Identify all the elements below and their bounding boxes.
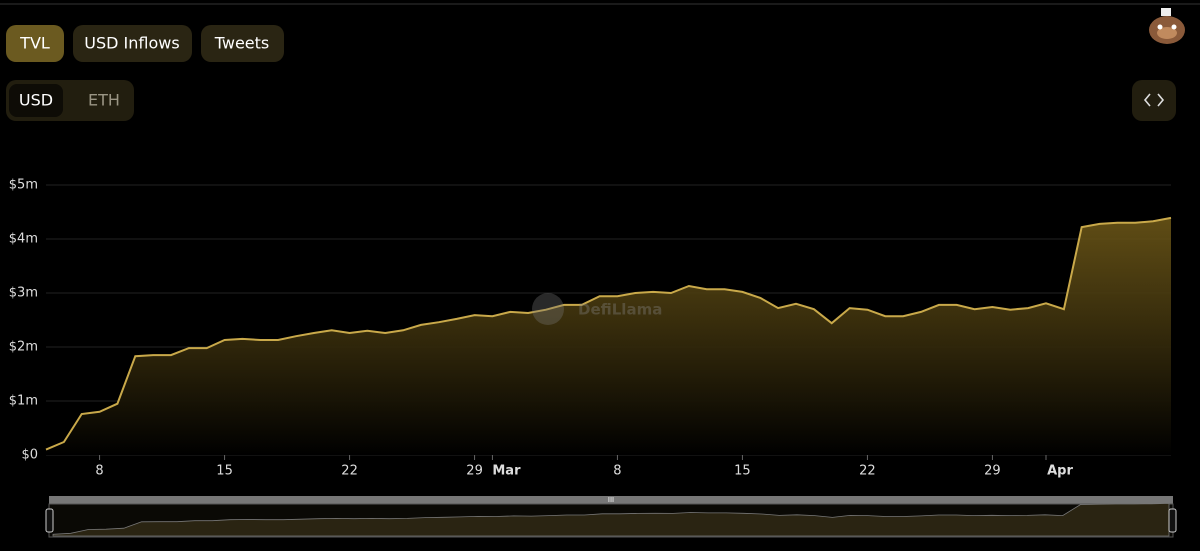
navigator-bar[interactable] xyxy=(49,496,1173,504)
navigator xyxy=(52,502,1170,537)
toggle-label: USD xyxy=(19,91,53,110)
x-tick-label: 15 xyxy=(734,464,751,479)
x-tick-label: 29 xyxy=(466,464,483,479)
embed-icon xyxy=(1143,93,1165,107)
navigator-handle[interactable] xyxy=(45,508,54,533)
toggle-usd[interactable] xyxy=(9,84,63,117)
x-tick-label: 22 xyxy=(341,464,358,479)
embed-button[interactable] xyxy=(1132,80,1176,121)
x-tick-label: 22 xyxy=(859,464,876,479)
x-tick-label: Mar xyxy=(492,464,521,479)
y-tick-label: $5m xyxy=(9,178,38,193)
plot: $0 $1m $2m $3m $4m $5m 8 15 22 29 Mar 8 15 22 29 Apr xyxy=(9,178,1172,479)
y-tick-label: $3m xyxy=(9,286,38,301)
line xyxy=(45,216,1172,451)
area-fill xyxy=(46,217,1171,455)
navigator-grip: III xyxy=(608,496,614,504)
tab-usd-inflows[interactable] xyxy=(73,25,192,62)
watermark: DefiLlama xyxy=(532,293,662,325)
navigator-handle[interactable] xyxy=(1168,508,1177,533)
tab-label: TVL xyxy=(19,34,50,53)
x-tick-label: 29 xyxy=(984,464,1001,479)
tab-tweets[interactable] xyxy=(201,25,284,62)
x-tick-label: 15 xyxy=(216,464,233,479)
y-tick-label: $2m xyxy=(9,340,38,355)
x-tick-label: Apr xyxy=(1047,464,1073,479)
y-tick-label: $0 xyxy=(21,448,38,463)
tab-tvl[interactable] xyxy=(6,25,64,62)
x-tick-label: 8 xyxy=(95,464,103,479)
y-tick-label: $1m xyxy=(9,394,38,409)
avatar xyxy=(1149,8,1185,44)
x-tick-label: 8 xyxy=(613,464,621,479)
tab-label: Tweets xyxy=(214,34,270,53)
navigator-line xyxy=(52,502,1170,537)
y-tick-label: $4m xyxy=(9,232,38,247)
toggle-label: ETH xyxy=(88,91,120,110)
watermark-text: DefiLlama xyxy=(578,301,662,319)
tab-label: USD Inflows xyxy=(84,34,179,53)
